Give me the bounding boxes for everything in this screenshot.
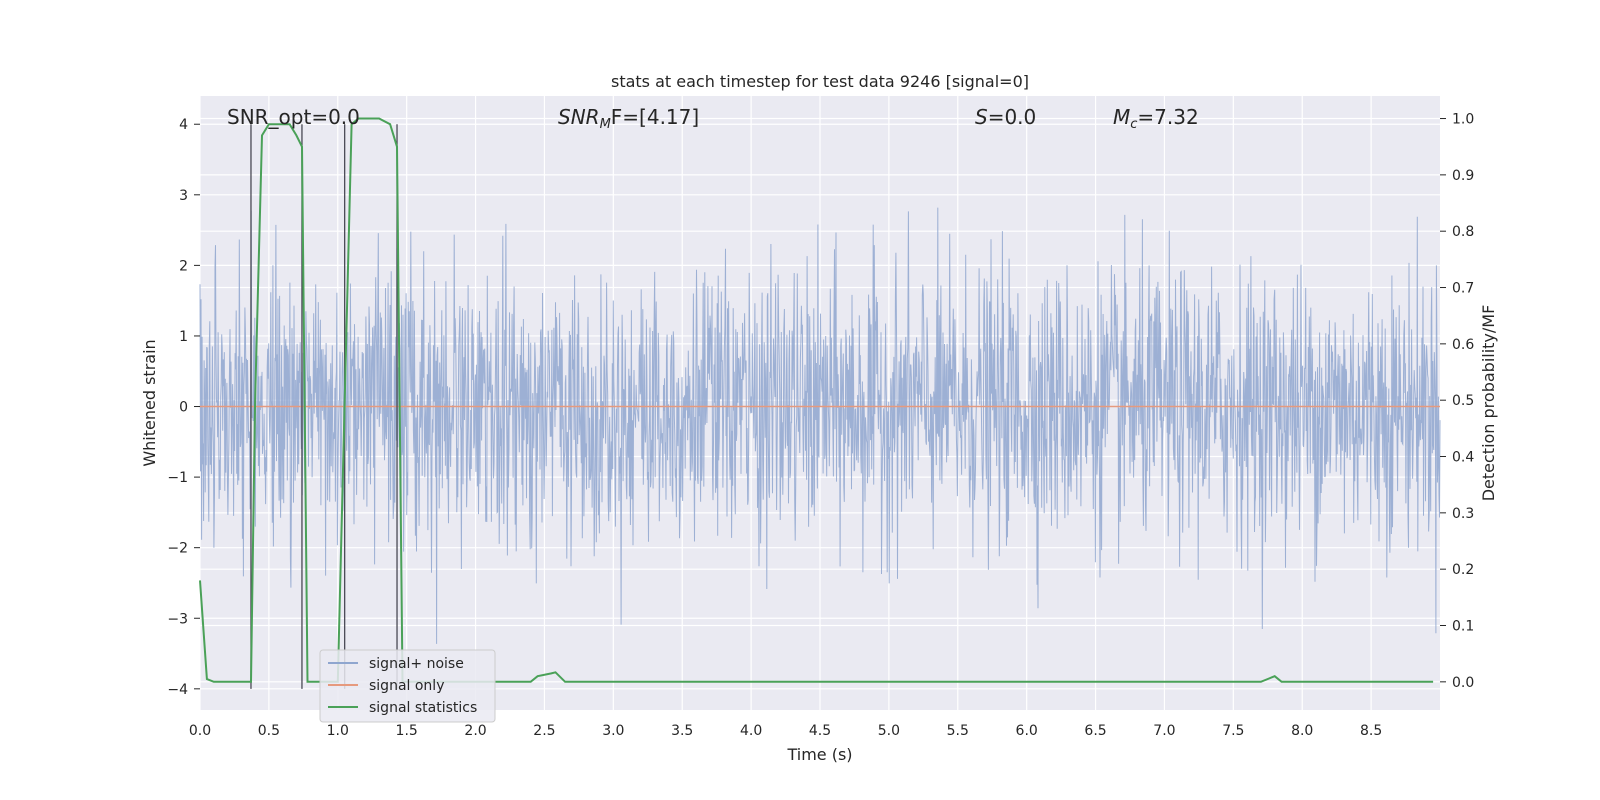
right-tick-label: 0.8 [1452,224,1474,240]
annotation-snr-mf-base: SNR [558,105,600,129]
right-axis-label: Detection probability/MF [1479,305,1498,502]
legend-box [319,649,496,723]
x-tick-label: 0.5 [258,723,280,739]
x-tick-label: 3.5 [671,723,693,739]
x-tick-label: 4.0 [740,723,762,739]
right-tick-label: 0.1 [1452,619,1474,635]
legend-label-signal-statistics: signal statistics [369,700,477,716]
right-tick-label: 0.9 [1452,168,1474,184]
x-tick-label: 6.0 [1016,723,1038,739]
y-tick-label: −2 [167,541,188,557]
x-tick-label: 8.0 [1291,723,1313,739]
annotation-mc-sub: c [1130,117,1137,132]
annotation-snr-mf: SNRMF=[4.17] [558,105,699,132]
y-tick-label: 1 [179,329,188,345]
annotation-s-var: S [975,105,988,129]
y-tick-label: 0 [179,400,188,416]
x-tick-label: 4.5 [809,723,831,739]
y-tick-label: −3 [167,611,188,627]
x-tick-label: 1.0 [327,723,349,739]
right-tick-label: 1.0 [1452,112,1474,128]
legend-label-signal-plus-noise: signal+ noise [369,656,464,672]
chart-title: stats at each timestep for test data 924… [611,72,1029,91]
x-axis-label: Time (s) [786,745,852,764]
annotation-snr-opt: SNR_opt=0.0 [227,105,360,129]
x-tick-label: 0.0 [189,723,211,739]
legend: signal+ noise signal only signal statist… [319,649,496,723]
x-tick-label: 6.5 [1084,723,1106,739]
y-axis-ticks: −4 −3 −2 −1 0 1 2 3 4 [167,117,200,698]
right-tick-label: 0.2 [1452,562,1474,578]
x-tick-label: 5.0 [878,723,900,739]
x-tick-label: 1.5 [396,723,418,739]
right-tick-label: 0.3 [1452,506,1474,522]
y-tick-label: 2 [179,258,188,274]
annotation-mc-base: M [1113,105,1130,129]
x-tick-label: 2.0 [464,723,486,739]
annotation-mc-rest: =7.32 [1137,105,1198,129]
x-tick-label: 7.0 [1153,723,1175,739]
annotation-mc: Mc=7.32 [1113,105,1199,132]
right-tick-label: 0.6 [1452,337,1474,353]
signal-statistics-series [199,117,1434,683]
x-tick-label: 7.5 [1222,723,1244,739]
y-tick-label: 3 [179,188,188,204]
annotation-s-rest: =0.0 [988,105,1037,129]
x-tick-label: 2.5 [533,723,555,739]
x-axis-ticks: 0.0 0.5 1.0 1.5 2.0 2.5 3.0 3.5 4.0 4.5 5.0 5.5 6.0 6… [189,723,1382,739]
right-axis-ticks: 0.0 0.1 0.2 0.3 0.4 0.5 0.6 0.7 0.8 0.9 1.0 [1440,112,1474,691]
right-tick-label: 0.4 [1452,450,1474,466]
annotation-s: S=0.0 [975,105,1036,129]
x-tick-label: 3.0 [602,723,624,739]
right-tick-label: 0.7 [1452,281,1474,297]
y-tick-label: −1 [167,470,188,486]
y-tick-label: 4 [179,117,188,133]
annotation-snr-mf-sub: M [600,117,611,132]
y-axis-label: Whitened strain [140,339,159,466]
right-tick-label: 0.5 [1452,393,1474,409]
x-tick-label: 5.5 [947,723,969,739]
legend-label-signal-only: signal only [369,678,444,694]
annotation-snr-mf-rest: F=[4.17] [611,105,699,129]
y-tick-label: −4 [167,682,188,698]
right-tick-label: 0.0 [1452,675,1474,691]
x-tick-label: 8.5 [1360,723,1382,739]
signal-statistics-line [199,117,1434,683]
